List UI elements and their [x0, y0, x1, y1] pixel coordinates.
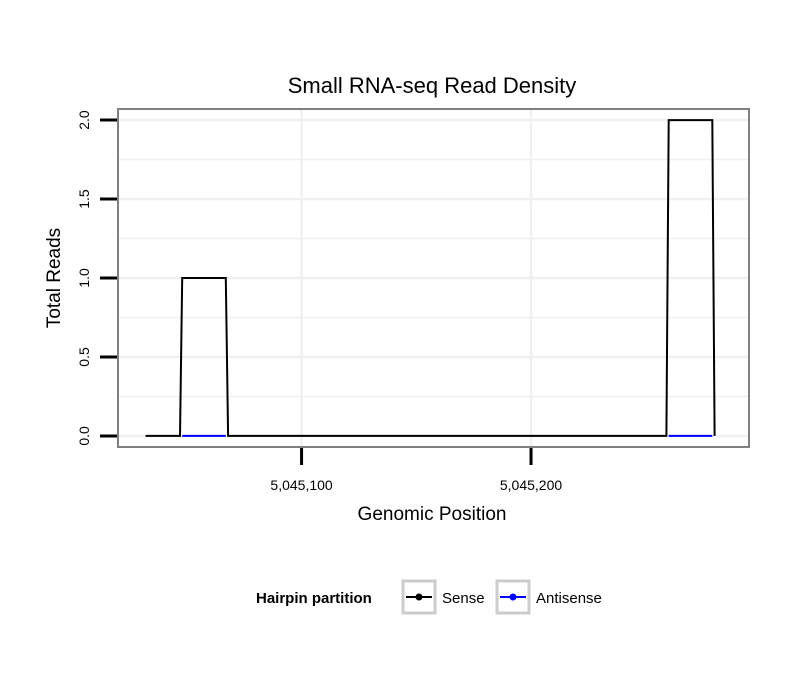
- y-tick-label: 0.0: [76, 426, 92, 446]
- y-tick-label: 2.0: [76, 110, 92, 130]
- grid-lines: [118, 109, 749, 447]
- x-tick-label: 5,045,200: [500, 477, 562, 493]
- chart-title: Small RNA-seq Read Density: [288, 73, 577, 98]
- series-layer: [145, 119, 716, 437]
- legend-label-sense: Sense: [442, 590, 485, 607]
- y-axis: 0.0 0.5 1.0 1.5 2.0: [76, 110, 117, 446]
- y-axis-title: Total Reads: [44, 228, 65, 328]
- x-axis-title: Genomic Position: [358, 504, 507, 525]
- x-axis: 5,045,100 5,045,200: [270, 448, 562, 493]
- legend-label-antisense: Antisense: [536, 590, 602, 607]
- legend-point-antisense: [509, 593, 517, 601]
- series-sense-line: [145, 119, 716, 437]
- y-tick-label: 1.0: [76, 268, 92, 288]
- plot-border: [117, 108, 750, 448]
- legend-point-sense: [415, 593, 423, 601]
- legend: Hairpin partition Sense Antisense: [256, 579, 602, 615]
- y-tick-label: 1.5: [76, 189, 92, 209]
- y-tick-label: 0.5: [76, 347, 92, 367]
- x-tick-label: 5,045,100: [270, 477, 332, 493]
- legend-title: Hairpin partition: [256, 590, 372, 607]
